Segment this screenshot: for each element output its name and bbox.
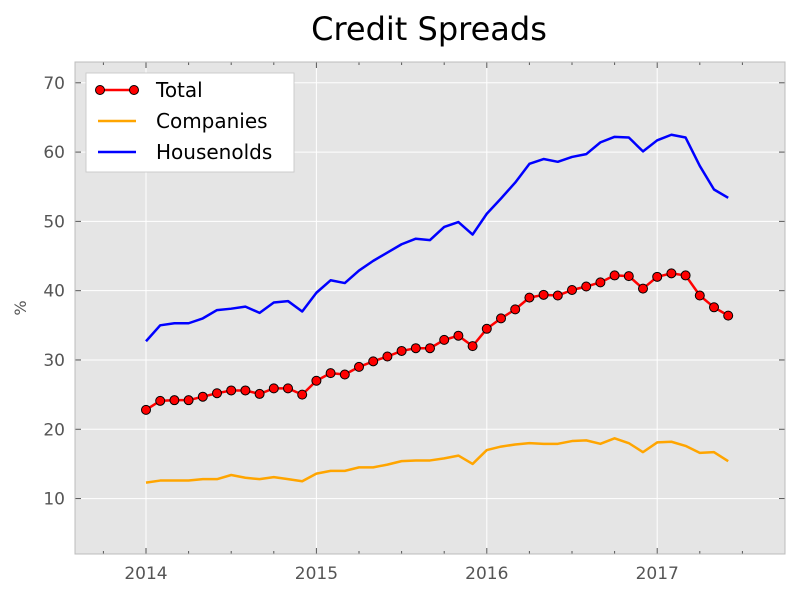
data-point: [297, 389, 308, 400]
data-point: [680, 270, 691, 281]
y-tick-label: 30: [43, 351, 65, 371]
data-point: [226, 385, 237, 396]
data-point: [183, 395, 194, 406]
data-point: [240, 385, 251, 396]
grid-lines: [75, 62, 785, 554]
x-tick-label: 2016: [465, 564, 508, 584]
chart-title: Credit Spreads: [311, 10, 547, 48]
data-point: [268, 383, 279, 394]
legend-label: Housenolds: [156, 140, 272, 164]
data-point: [254, 388, 265, 399]
data-point: [609, 270, 620, 281]
data-point: [467, 341, 478, 352]
data-point: [368, 356, 379, 367]
data-point: [567, 284, 577, 295]
series-line: [145, 133, 729, 343]
y-tick-label: 40: [43, 282, 65, 302]
data-point: [510, 304, 521, 315]
y-tick-label: 60: [43, 143, 65, 163]
data-point: [212, 388, 222, 399]
data-point: [339, 369, 350, 380]
data-point: [311, 375, 322, 386]
x-tick-label: 2015: [295, 564, 338, 584]
legend-label: Total: [155, 78, 203, 102]
data-point: [410, 343, 421, 354]
data-point: [169, 395, 180, 406]
y-tick-label: 70: [43, 74, 65, 94]
data-point: [652, 271, 663, 282]
series-companies: [145, 437, 729, 484]
data-point: [723, 310, 734, 321]
data-point: [524, 292, 535, 303]
legend-label: Companies: [156, 109, 268, 133]
data-point: [354, 361, 364, 372]
data-point: [425, 343, 435, 354]
data-point: [694, 290, 705, 301]
data-point: [155, 395, 166, 406]
data-point: [382, 351, 393, 362]
data-point: [283, 383, 293, 394]
data-point: [439, 334, 450, 345]
y-tick-label: 10: [43, 490, 65, 510]
data-point: [638, 283, 648, 294]
data-point: [197, 391, 208, 402]
series-housenolds: [145, 133, 729, 343]
data-point: [595, 277, 606, 288]
data-point: [552, 290, 563, 301]
data-point: [396, 345, 407, 356]
x-tick-label: 2014: [124, 564, 167, 584]
data-point: [325, 368, 336, 379]
legend-marker: [95, 85, 105, 95]
y-tick-label: 20: [43, 420, 65, 440]
data-point: [581, 281, 592, 292]
data-point: [496, 313, 506, 324]
y-tick-label: 50: [43, 212, 65, 232]
x-tick-labels: 2014 2015 2016 2017: [124, 564, 678, 584]
data-point: [623, 271, 634, 282]
y-axis-label: %: [11, 300, 30, 315]
data-point: [538, 289, 549, 300]
y-tick-labels: 10 20 30 40 50 60 70: [43, 74, 65, 510]
data-point: [481, 323, 492, 334]
series-layer: [141, 133, 734, 484]
data-point: [141, 404, 151, 415]
legend: Total Companies Housenolds: [85, 72, 295, 173]
series-line: [145, 437, 729, 484]
plot-frame: [74, 61, 786, 555]
series-total: [141, 268, 734, 415]
data-point: [666, 268, 677, 279]
legend-marker: [129, 85, 139, 95]
data-point: [453, 330, 464, 341]
data-point: [709, 302, 719, 313]
x-tick-label: 2017: [636, 564, 679, 584]
